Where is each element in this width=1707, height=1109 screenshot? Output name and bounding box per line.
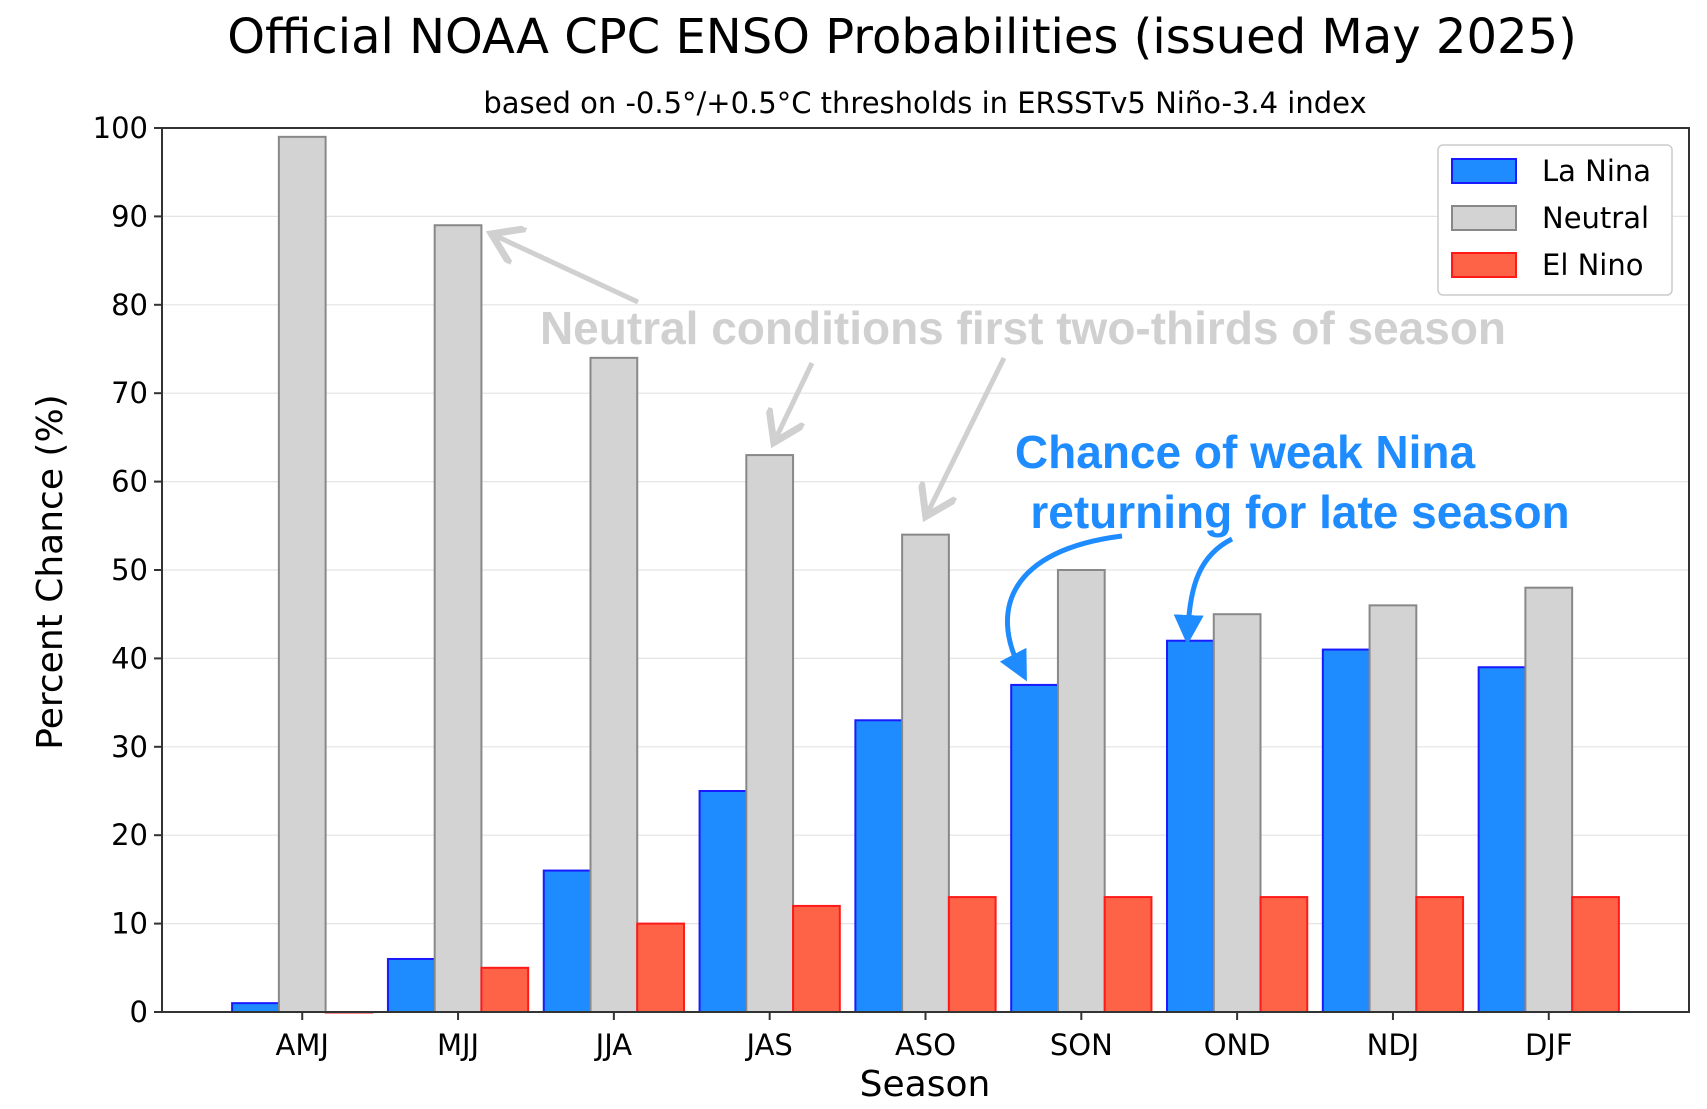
legend-label: Neutral [1542,201,1649,235]
bar-neutral-jja [589,356,639,1013]
x-tick-label: JAS [745,1028,793,1062]
bar-la-nina-ond [1166,639,1215,1013]
chart-subtitle: based on -0.5°/+0.5°C thresholds in ERSS… [483,86,1366,120]
y-tick-label: 50 [111,553,148,587]
x-tick-label: AMJ [276,1028,329,1062]
bar-neutral-ond [1212,613,1262,1013]
nina-annotation-line1: Chance of weak Nina [1015,426,1476,478]
bar-el-nino-mjj [480,966,530,1013]
y-tick-label: 20 [111,818,148,852]
bar-la-nina-mjj [386,957,436,1014]
bar-el-nino-djf [1571,896,1620,1014]
bar-el-nino-ndj [1415,896,1465,1014]
legend-swatch [1451,205,1517,231]
bar-neutral-jas [745,454,795,1013]
y-tick-label: 10 [111,907,148,941]
neutral-annotation-arrows [496,236,1007,512]
legend-swatch [1451,158,1517,184]
bar-neutral-ndj [1368,604,1418,1013]
legend-label: La Nina [1542,154,1651,188]
bar-el-nino-aso [947,896,997,1014]
y-tick-label: 0 [130,995,148,1029]
bar-la-nina-ndj [1321,648,1371,1013]
bar-el-nino-ond [1259,896,1309,1014]
x-tick-label: JJA [594,1028,633,1062]
neutral-annotation: Neutral conditions first two-thirds of s… [540,302,1506,354]
legend-label: El Nino [1542,248,1643,282]
y-tick-label: 70 [111,376,148,410]
y-axis-label: Percent Chance (%) [30,394,71,749]
x-tick-label: DJF [1525,1028,1573,1062]
bar-neutral-son [1056,569,1106,1013]
y-tick-label: 40 [111,641,148,675]
y-tick-label: 100 [93,111,148,145]
curved-arrow-icon [999,533,1123,682]
bar-neutral-djf [1524,586,1574,1013]
x-tick-label: OND [1204,1028,1271,1062]
bar-neutral-aso [901,533,950,1013]
arrow-icon [776,361,815,438]
x-axis-label: Season [860,1064,991,1105]
bar-la-nina-aso [854,719,904,1014]
arrow-icon [928,356,1007,512]
legend-swatch [1451,252,1517,278]
nina-annotation-arrows [999,533,1234,682]
x-tick-label: SON [1050,1028,1113,1062]
x-tick-label: ASO [895,1028,956,1062]
curved-arrow-icon [1173,536,1234,645]
bar-la-nina-son [1010,683,1059,1013]
chart-title: Official NOAA CPC ENSO Probabilities (is… [227,9,1577,65]
y-tick-label: 60 [111,465,148,499]
arrow-icon [496,236,640,305]
y-tick-label: 30 [111,730,148,764]
bar-la-nina-jja [542,869,592,1013]
x-tick-label: MJJ [437,1028,479,1062]
x-tick-label: NDJ [1367,1028,1420,1062]
bar-neutral-amj [277,135,327,1013]
bar-el-nino-jja [636,922,685,1013]
bar-la-nina-djf [1477,666,1527,1013]
bar-el-nino-son [1103,896,1153,1014]
x-axis-ticks: AMJ MJJ JJA JAS ASO SON OND NDJ DJF [276,1012,1573,1062]
bar-la-nina-amj [231,1002,280,1013]
bars [231,135,1620,1014]
y-tick-label: 80 [111,288,148,322]
y-tick-label: 90 [111,199,148,233]
nina-annotation-line2: returning for late season [1030,486,1569,538]
bar-neutral-mjj [433,224,483,1014]
legend: La Nina Neutral El Nino [1437,144,1673,296]
bar-la-nina-jas [698,790,748,1013]
y-axis-ticks: 0 10 20 30 40 50 60 70 80 90 100 [93,111,162,1029]
bar-el-nino-jas [792,904,841,1013]
